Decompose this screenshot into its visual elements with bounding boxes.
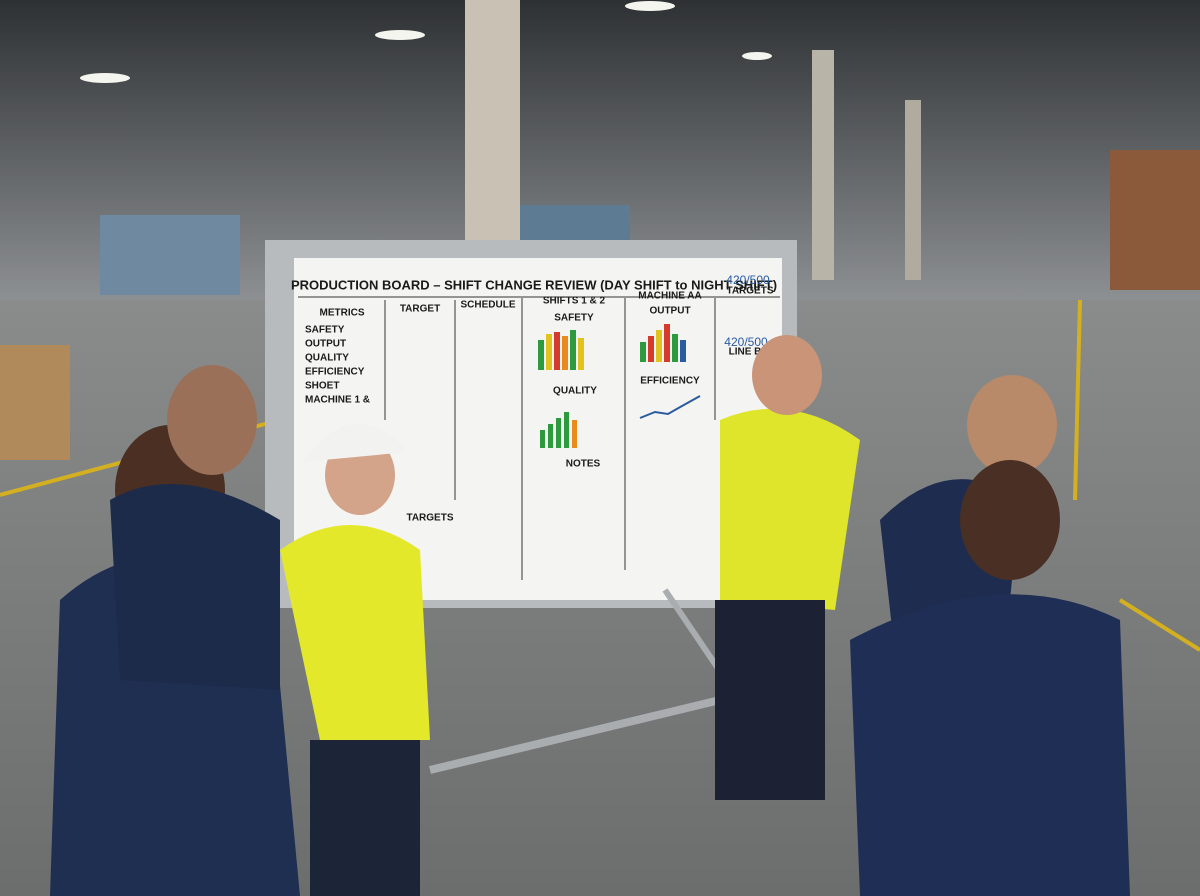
- ceiling-light: [742, 52, 772, 60]
- pillar: [465, 0, 520, 245]
- metric: OUTPUT: [305, 339, 346, 350]
- metric: MACHINE 1 &: [305, 395, 370, 406]
- targets-title: TARGETS: [406, 513, 453, 524]
- ceiling-light: [375, 30, 425, 40]
- header: SCHEDULE: [460, 300, 515, 311]
- target-note: LINE B: [729, 347, 762, 358]
- drawn-bar: [538, 340, 544, 370]
- worker-legs: [310, 740, 420, 896]
- drawn-line: [639, 395, 701, 419]
- hi-vis-vest: [280, 525, 430, 740]
- worker-head: [752, 335, 822, 415]
- metric: EFFICIENCY: [305, 367, 365, 378]
- hi-vis-vest: [720, 408, 860, 610]
- target-note: 420/500: [724, 335, 768, 349]
- machine: [100, 215, 240, 295]
- drawn-bar: [546, 334, 552, 370]
- chart-title: EFFICIENCY: [640, 376, 700, 387]
- metric: QUALITY: [305, 353, 349, 364]
- worker: [850, 594, 1130, 896]
- worker-head: [960, 460, 1060, 580]
- worker-head: [167, 365, 257, 475]
- hard-hat: [302, 423, 408, 462]
- people: [50, 335, 1130, 896]
- drawn-bar: [548, 424, 553, 448]
- header: SHIFTS 1 & 2: [543, 296, 606, 307]
- drawn-bar: [578, 338, 584, 370]
- chart-title: QUALITY: [553, 386, 597, 397]
- worker-head: [967, 375, 1057, 475]
- header: MACHINE AA: [638, 291, 702, 302]
- pillar: [905, 100, 921, 280]
- pillar: [812, 50, 834, 280]
- target-note: 420/500: [726, 273, 770, 287]
- header: TARGET: [400, 304, 440, 315]
- drawn-bar: [554, 332, 560, 370]
- metric: SAFETY: [305, 325, 345, 336]
- shelving: [1110, 150, 1200, 290]
- ceiling-light: [80, 73, 130, 83]
- chart-title: SAFETY: [554, 313, 594, 324]
- machine: [520, 205, 630, 245]
- drawn-bar: [640, 342, 646, 362]
- board-stand: [429, 696, 721, 774]
- drawn-bar: [562, 336, 568, 370]
- header: METRICS: [320, 308, 365, 319]
- header: TARGETS: [726, 286, 773, 297]
- drawn-bar: [564, 412, 569, 448]
- drawn-bar: [680, 340, 686, 362]
- board-title: PRODUCTION BOARD – SHIFT CHANGE REVIEW (…: [291, 277, 777, 292]
- floor-line: [1118, 598, 1200, 652]
- drawn-bar: [672, 334, 678, 362]
- drawn-bar: [664, 324, 670, 362]
- drawn-bar: [656, 330, 662, 362]
- pallet-stack: [0, 345, 70, 460]
- notes-title: NOTES: [566, 459, 601, 470]
- chart-title: OUTPUT: [649, 306, 690, 317]
- drawn-bar: [570, 330, 576, 370]
- worker-legs: [715, 600, 825, 800]
- drawn-bar: [648, 336, 654, 362]
- worker: [110, 484, 280, 690]
- floor-line: [1073, 299, 1082, 501]
- drawn-bar: [572, 420, 577, 448]
- drawn-bar: [556, 418, 561, 448]
- ceiling-light: [625, 1, 675, 11]
- drawn-bars: [538, 324, 686, 448]
- metric: SHOET: [305, 381, 339, 392]
- drawn-bar: [540, 430, 545, 448]
